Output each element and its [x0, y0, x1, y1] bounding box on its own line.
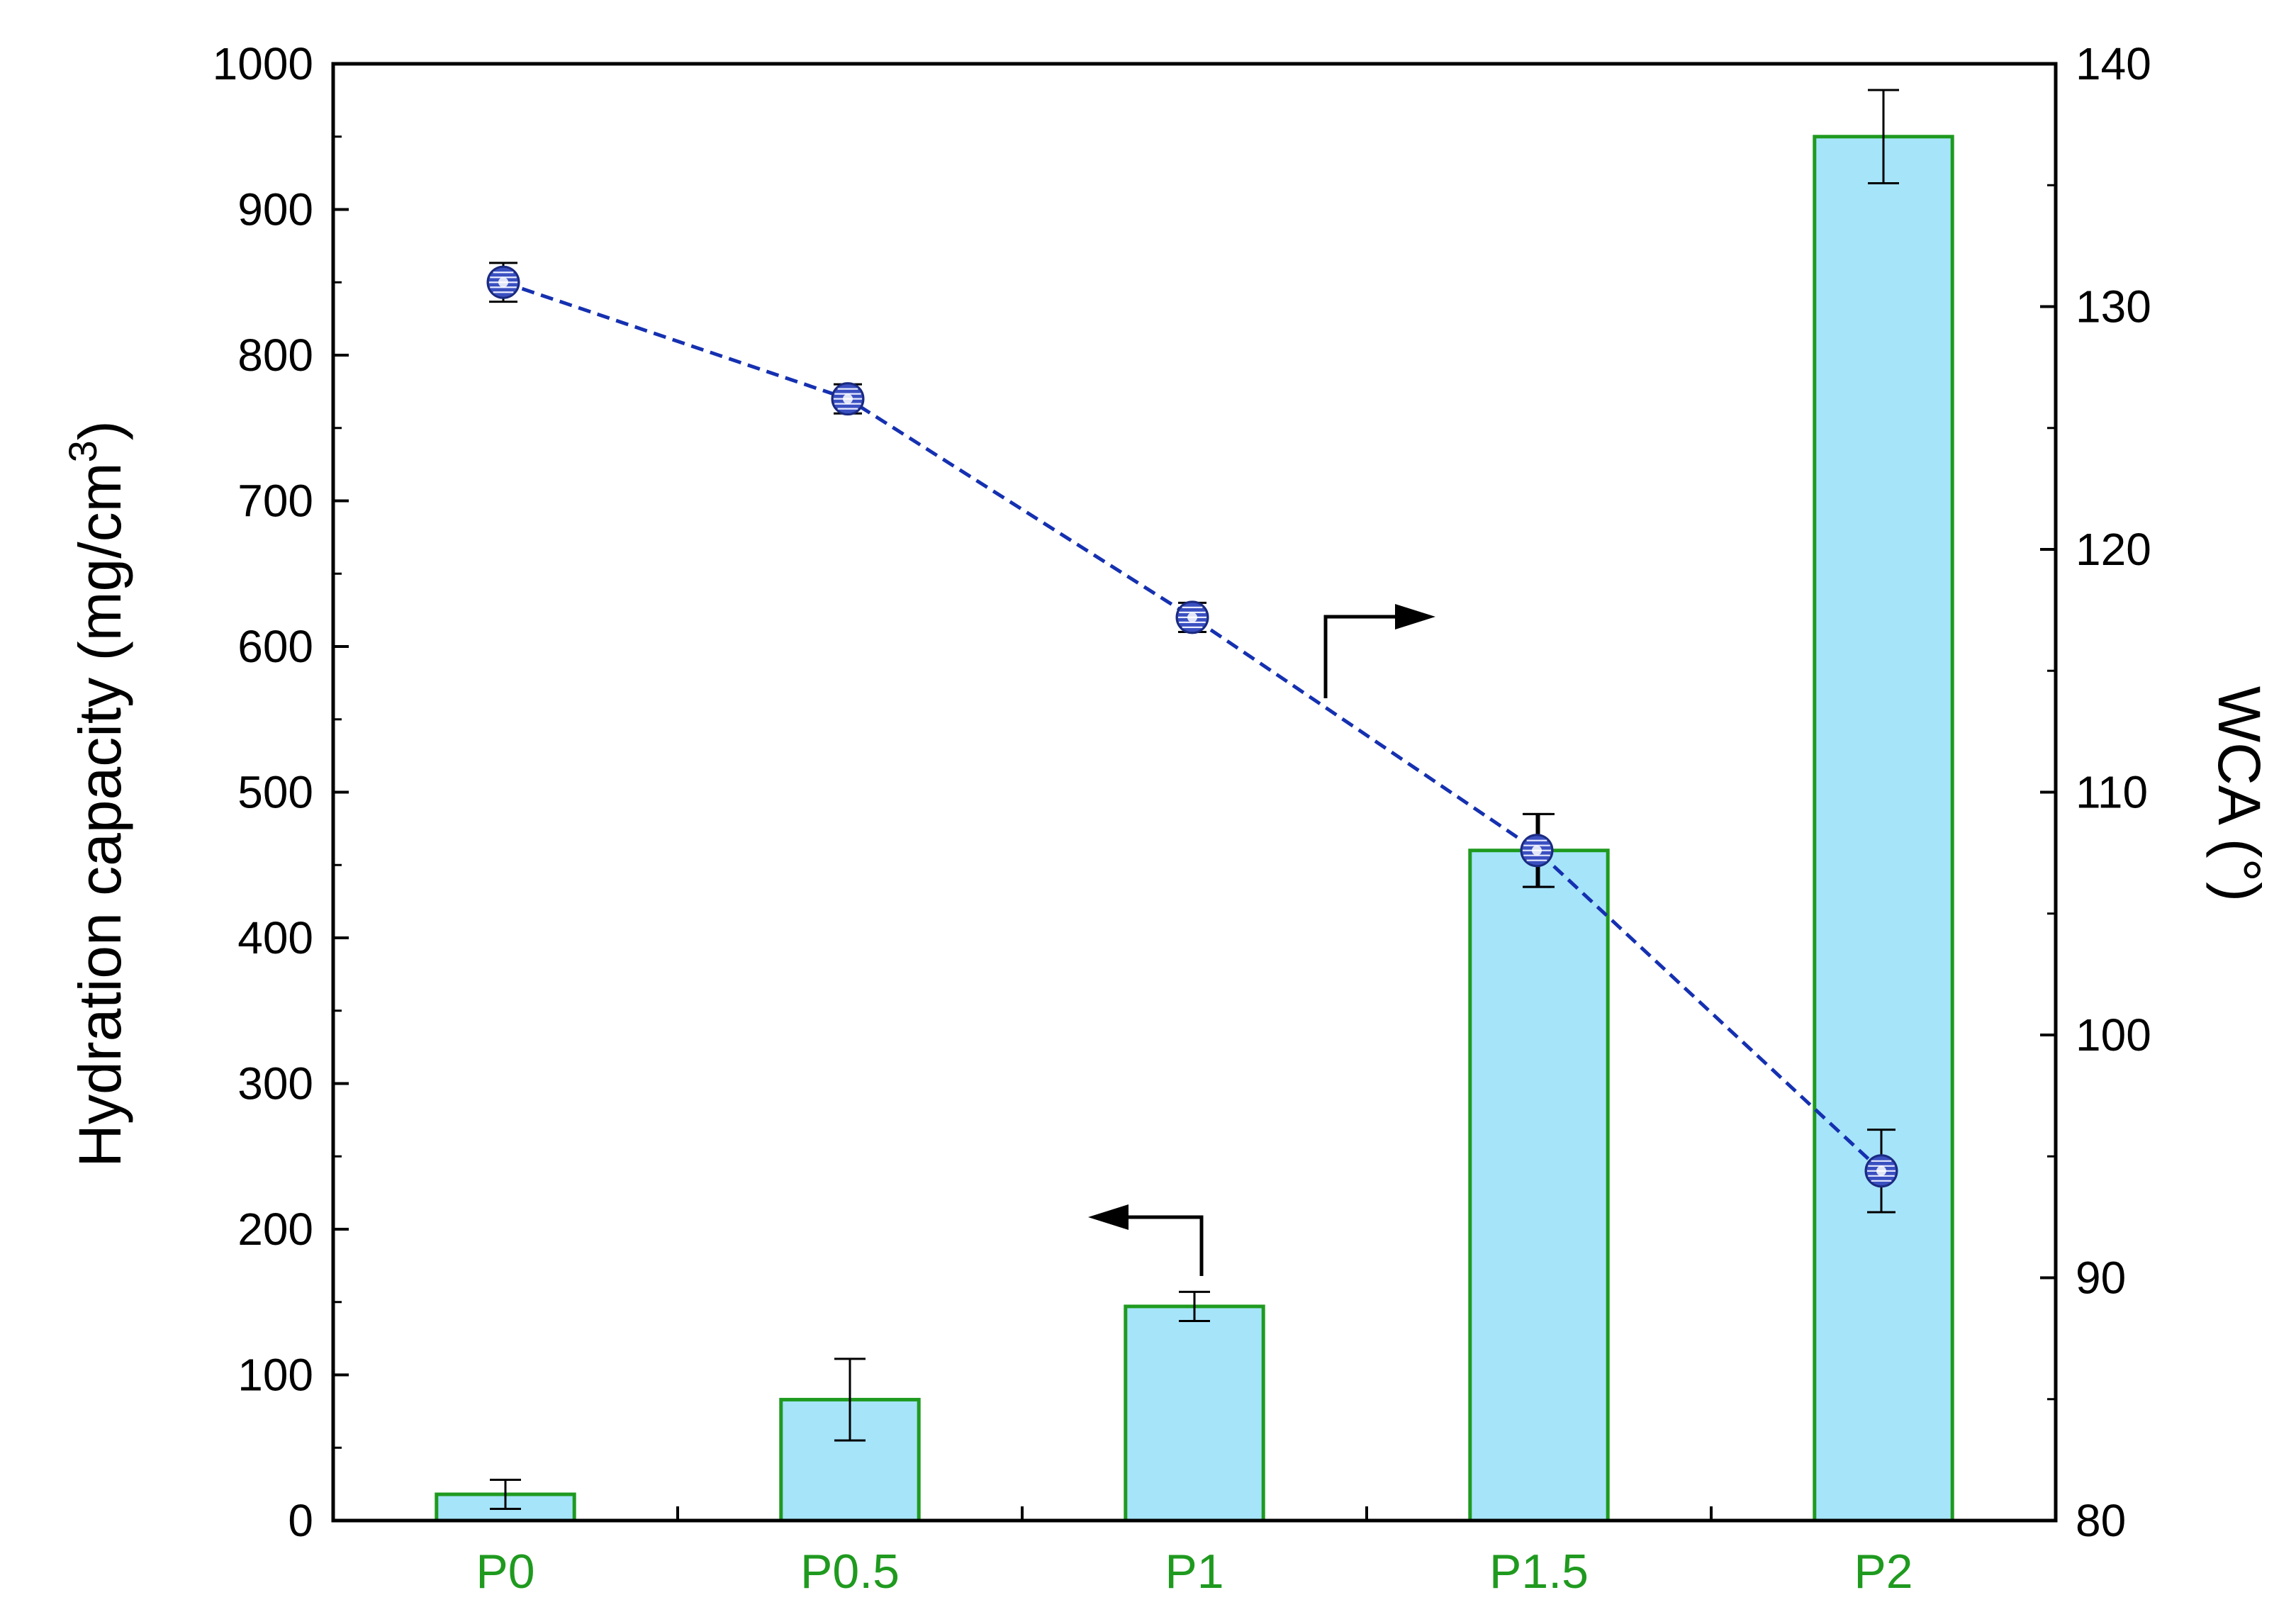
- bar-error-bars: [490, 89, 1899, 1511]
- left-tick-label: 500: [237, 767, 313, 818]
- wca-point-P0: [486, 262, 520, 303]
- wca-point-P0.5: [831, 382, 865, 416]
- bar-error-P2: [1868, 89, 1899, 185]
- left-tick-label: 100: [237, 1350, 313, 1401]
- bar-error-P1: [1179, 1290, 1210, 1322]
- left-tick-label: 400: [237, 912, 313, 963]
- left-tick-label: 0: [288, 1495, 313, 1546]
- wca-marker-highlight: [1187, 612, 1197, 622]
- bar-P1.5: [1468, 849, 1610, 1523]
- left-tick-label: 300: [237, 1058, 313, 1109]
- wca-point-P1.5: [1520, 812, 1554, 888]
- wca-marker-highlight: [1876, 1165, 1886, 1176]
- right-tick-label: 80: [2076, 1495, 2126, 1546]
- right-axis-title: WCA (°): [2206, 686, 2273, 902]
- category-label-P0: P0: [476, 1545, 534, 1599]
- right-tick-label: 130: [2076, 281, 2151, 332]
- bar-error-P0.5: [834, 1358, 866, 1442]
- bar-P2: [1813, 135, 1954, 1523]
- axes: 0 100 200 300 400 500 600 700 800 900 1000 80 90 100 1…: [213, 38, 2151, 1599]
- wca-marker-highlight: [1532, 845, 1542, 856]
- wca-marker-highlight: [498, 277, 508, 288]
- annotations: [1088, 604, 1435, 1276]
- right-tick-label: 140: [2076, 38, 2151, 89]
- arrow-right-head: [1395, 604, 1435, 629]
- category-label-P1: P1: [1165, 1545, 1223, 1599]
- wca-point-P2: [1864, 1129, 1898, 1214]
- category-label-P1.5: P1.5: [1489, 1545, 1589, 1599]
- left-tick-label: 600: [237, 621, 313, 672]
- left-tick-label: 1000: [213, 38, 313, 89]
- arrow-right-shaft: [1323, 615, 1407, 698]
- bar-error-P0: [490, 1478, 521, 1511]
- left-tick-label: 200: [237, 1204, 313, 1255]
- wca-point-P1: [1175, 600, 1209, 634]
- arrow-left-head: [1088, 1204, 1129, 1230]
- left-tick-label: 700: [237, 476, 313, 527]
- right-tick-label: 90: [2076, 1253, 2126, 1304]
- left-tick-label: 800: [237, 330, 313, 381]
- arrow-left-shaft: [1116, 1215, 1204, 1276]
- wca-line: [503, 280, 1883, 1172]
- left-tick-label: 900: [237, 184, 313, 235]
- left-axis-title: Hydration capacity (mg/cm3): [60, 420, 133, 1167]
- line-series: [486, 262, 1898, 1214]
- right-tick-label: 100: [2076, 1009, 2151, 1060]
- right-tick-label: 120: [2076, 524, 2151, 575]
- bar-P1: [1124, 1304, 1265, 1523]
- category-label-P2: P2: [1854, 1545, 1913, 1599]
- wca-marker-highlight: [843, 393, 853, 404]
- right-tick-label: 110: [2076, 767, 2148, 818]
- category-label-P0.5: P0.5: [800, 1545, 900, 1599]
